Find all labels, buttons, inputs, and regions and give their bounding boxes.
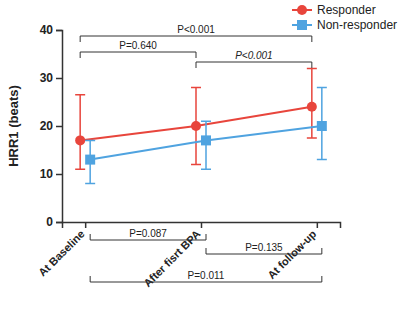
y-tick: 20 <box>40 119 62 133</box>
y-tick-label: 20 <box>40 119 54 133</box>
p-value: P<0.001 <box>235 50 273 61</box>
marker <box>317 121 327 131</box>
y-tick: 10 <box>40 167 62 181</box>
y-tick-label: 30 <box>40 71 54 85</box>
annotation: P=0.087 <box>90 228 206 240</box>
y-tick-label: 0 <box>46 215 53 229</box>
legend-label: Responder <box>317 3 376 17</box>
p-value: P<0.001 <box>177 24 215 35</box>
series-line <box>80 107 312 141</box>
bracket <box>80 36 312 42</box>
y-tick-label: 10 <box>40 167 54 181</box>
annotation: P<0.001 <box>80 24 312 42</box>
annotation: P=0.640 <box>80 40 196 58</box>
x-tick: At Baseline <box>36 222 87 279</box>
x-tick-mark <box>201 222 203 228</box>
annotation: P<0.001 <box>196 50 312 68</box>
bracket <box>80 52 196 58</box>
y-axis-line <box>56 31 63 223</box>
y-tick-mark <box>56 30 62 32</box>
marker <box>85 155 95 165</box>
p-value: P=0.011 <box>188 270 225 281</box>
marker <box>201 135 211 145</box>
x-axis: At BaselineAfter fisrt BPAAt follow-up <box>36 222 341 289</box>
y-axis: 0 10 20 30 40 <box>40 23 63 229</box>
error-bar <box>191 88 201 165</box>
legend-item: Responder <box>292 3 376 17</box>
marker <box>307 102 317 112</box>
legend-marker <box>297 5 307 15</box>
y-tick-label: 40 <box>40 23 54 37</box>
legend: ResponderNon-responder <box>292 3 397 32</box>
x-tick-label: At Baseline <box>36 228 87 279</box>
series-line <box>90 126 322 160</box>
annotation: P=0.135 <box>206 242 322 254</box>
y-tick-mark <box>56 174 62 176</box>
error-bar <box>85 140 95 183</box>
series <box>75 68 317 169</box>
legend-label: Non-responder <box>317 18 397 32</box>
p-value: P=0.087 <box>129 228 167 239</box>
error-bar <box>75 95 85 169</box>
y-tick-mark <box>56 126 62 128</box>
x-tick-mark <box>317 222 319 228</box>
legend-item: Non-responder <box>292 18 397 32</box>
error-bar <box>317 88 327 160</box>
y-tick-mark <box>56 78 62 80</box>
x-tick-mark <box>85 222 87 228</box>
chart: 0 10 20 30 40 At BaselineAfter fisrt BPAAt fo… <box>0 0 400 310</box>
x-axis-line <box>63 223 341 229</box>
series <box>85 88 327 184</box>
y-axis-title: HRR1 (beats) <box>6 85 21 167</box>
bracket <box>196 62 312 68</box>
p-value: P=0.135 <box>245 242 283 253</box>
y-tick: 30 <box>40 71 62 85</box>
marker <box>191 121 201 131</box>
annotation: P=0.011 <box>90 270 322 282</box>
marker <box>75 135 85 145</box>
error-bar <box>201 121 211 169</box>
p-value: P=0.640 <box>119 40 157 51</box>
y-tick-mark <box>56 222 62 224</box>
legend-marker <box>297 20 307 30</box>
y-tick: 0 <box>46 215 62 229</box>
y-tick: 40 <box>40 23 62 37</box>
plot-area <box>75 68 327 183</box>
